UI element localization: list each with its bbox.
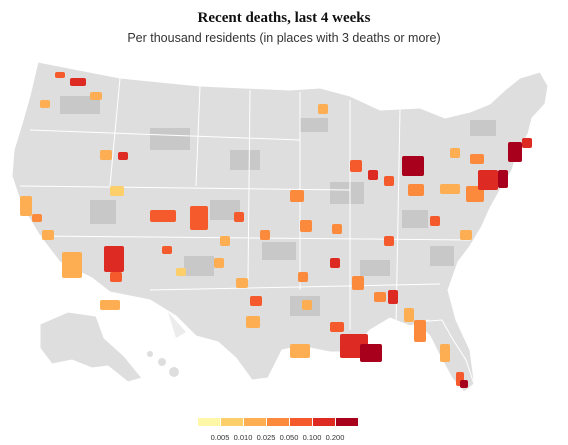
county-hotspot [298, 272, 308, 282]
legend-swatch-1 [198, 418, 220, 426]
county-hotspot [330, 322, 344, 332]
us-county-map [11, 61, 549, 393]
county-hotspot [176, 268, 186, 276]
county-hotspot [388, 290, 398, 304]
legend-label-5: 0.100 [302, 433, 322, 442]
legend-swatch-3 [244, 418, 266, 426]
county-hotspot [402, 156, 424, 176]
county-hotspot [190, 206, 208, 230]
hawaii [147, 351, 179, 377]
county-hotspot [55, 72, 65, 78]
legend-swatch-2 [221, 418, 243, 426]
county-hotspot [300, 220, 312, 232]
county-hotspots [20, 72, 532, 388]
county-hotspot [246, 316, 260, 328]
legend-label-1: 0.005 [210, 433, 230, 442]
legend-label-3: 0.025 [256, 433, 276, 442]
county-hotspot [62, 252, 82, 278]
county-hotspot [478, 170, 498, 190]
county-hotspot [318, 104, 328, 114]
county-hotspot [70, 78, 86, 86]
county-hotspot [234, 212, 244, 222]
state-borders [19, 77, 471, 330]
legend: 0.005 0.010 0.025 0.050 0.100 0.200 [198, 418, 363, 442]
county-hotspot [32, 214, 42, 222]
county-hotspot [100, 300, 120, 310]
chart-subtitle: Per thousand residents (in places with 3… [127, 31, 441, 45]
county-hotspot [118, 152, 128, 160]
county-hotspot [260, 230, 270, 240]
county-hotspot [352, 276, 364, 290]
county-hotspot [150, 210, 176, 222]
county-hotspot [40, 100, 50, 108]
legend-label-4: 0.050 [279, 433, 299, 442]
legend-swatch-5 [290, 418, 312, 426]
county-hotspot [332, 224, 342, 234]
chart-title: Recent deaths, last 4 weeks [197, 10, 371, 26]
county-hotspot [498, 170, 508, 188]
county-hotspot [220, 236, 230, 246]
county-hotspot [110, 186, 124, 196]
county-hotspot [414, 320, 426, 342]
county-hotspot [460, 230, 472, 240]
mexico-edge [168, 312, 186, 338]
county-hotspot [330, 258, 340, 268]
county-hotspot [466, 186, 484, 202]
county-hotspot [384, 176, 394, 186]
county-hotspot [360, 344, 382, 362]
us-mainland [11, 61, 549, 393]
county-hotspot [460, 380, 468, 388]
legend-swatch-7 [336, 418, 358, 426]
county-hotspot [350, 160, 362, 172]
county-hotspot [290, 344, 310, 358]
county-hotspot [90, 92, 102, 100]
alaska [39, 311, 143, 383]
county-hotspot [450, 148, 460, 158]
county-hotspot [110, 272, 122, 282]
county-hotspot [440, 184, 460, 194]
county-hotspot [42, 230, 54, 240]
county-hotspot [162, 246, 172, 254]
county-hotspot [440, 344, 450, 362]
legend-label-2: 0.010 [233, 433, 253, 442]
county-hotspot [408, 184, 424, 196]
county-hotspot [384, 236, 394, 246]
legend-swatch-6 [313, 418, 335, 426]
county-hotspot [368, 170, 378, 180]
county-hotspot [20, 196, 32, 216]
county-hotspot [100, 150, 112, 160]
county-hotspot [508, 142, 522, 162]
no-data-counties [60, 96, 496, 316]
county-hotspot [404, 308, 414, 322]
county-hotspot [374, 292, 386, 302]
county-hotspot [250, 296, 262, 306]
legend-label-6: 0.200 [325, 433, 345, 442]
legend-swatch-4 [267, 418, 289, 426]
county-hotspot [214, 258, 224, 268]
county-hotspot [302, 300, 312, 310]
county-hotspot [522, 138, 532, 148]
county-hotspot [290, 190, 304, 202]
county-hotspot [470, 154, 484, 164]
county-hotspot [104, 246, 124, 272]
county-hotspot [236, 278, 248, 288]
county-hotspot [430, 216, 440, 226]
